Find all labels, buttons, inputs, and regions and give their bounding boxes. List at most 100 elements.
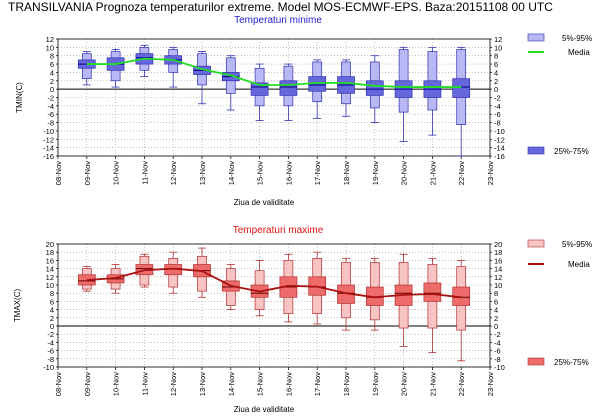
chart1-ytick-left: -2 [47, 94, 54, 103]
chart1-ytick-left: -10 [43, 127, 54, 136]
chart2-ytick-left: 12 [46, 273, 54, 282]
chart1-xtick-label: 21-Nov [428, 161, 437, 185]
chart1-box-group [193, 51, 211, 105]
chart2-box-group [365, 257, 384, 331]
chart2-xtick-label: 12-Nov [169, 372, 178, 396]
chart1-ytick-right: -12 [494, 135, 505, 144]
chart1-ytick-right: 4 [494, 68, 498, 77]
chart1-box-group [337, 59, 355, 117]
chart1-ytick-right: -6 [494, 110, 501, 119]
chart1-ytick-left: -16 [43, 152, 54, 161]
chart1-ytick-left: 10 [46, 43, 54, 52]
chart1-xtick-label: 14-Nov [227, 161, 236, 185]
chart1-xtick-label: 09-Nov [83, 161, 92, 185]
chart2-legend-mean-label: Media [568, 260, 590, 269]
chart1-ytick-left: 6 [50, 60, 54, 69]
chart2-box-group [423, 257, 442, 354]
chart1-xtick-label: 15-Nov [256, 161, 265, 185]
chart1-ytick-left: -14 [43, 144, 54, 153]
chart1-xtick-label: 17-Nov [313, 161, 322, 185]
chart2-xtick-label: 15-Nov [256, 372, 265, 396]
chart2-ytick-right: 10 [494, 281, 502, 290]
chart2-ytick-right: -6 [494, 347, 501, 356]
chart1-legend-box-swatch [527, 146, 545, 155]
chart2-box-group [279, 253, 298, 323]
chart2-box-group [337, 257, 355, 331]
chart1-ytick-right: 12 [494, 35, 502, 44]
chart1-ytick-left: -8 [47, 119, 54, 128]
chart2-ytick-right: 14 [494, 265, 502, 274]
chart2-ytick-left: -10 [43, 363, 54, 372]
chart1-box-group [452, 46, 471, 157]
chart1-ytick-right: 6 [494, 60, 498, 69]
chart1-mean-line [86, 57, 462, 88]
chart1-iqr-box [452, 78, 471, 98]
chart2-legend-whisker-label: 5%-95% [562, 240, 592, 249]
chart2-ytick-left: 2 [50, 314, 54, 323]
chart2-ytick-right: -2 [494, 330, 501, 339]
chart1-ytick-right: -8 [494, 119, 501, 128]
chart2-ytick-left: 6 [50, 297, 54, 306]
chart1-xtick-label: 23-Nov [486, 161, 495, 185]
chart1-iqr-box [365, 80, 384, 96]
chart2-xtick-label: 20-Nov [400, 372, 409, 396]
chart2-ytick-right: 12 [494, 273, 502, 282]
chart2-ytick-left: 20 [46, 240, 54, 249]
chart2-box-group [394, 253, 413, 347]
chart1-ytick-right: -16 [494, 152, 505, 161]
chart1-y-axis-label: TMIN(C) [15, 82, 24, 113]
chart1-xtick-label: 22-Nov [457, 161, 466, 185]
chart2-mean-line [86, 267, 462, 299]
chart2-ytick-left: -8 [47, 355, 54, 364]
chart2-box-group [193, 247, 211, 298]
chart2-y-axis-label: TMAX(C) [13, 289, 22, 323]
chart2-ytick-right: 2 [494, 314, 498, 323]
chart2-xtick-label: 17-Nov [313, 372, 322, 396]
chart1-box-group [250, 63, 269, 121]
chart2-title: Temperaturi maxime [233, 225, 324, 236]
chart2-box-group [164, 251, 183, 294]
chart2-legend-box-label: 25%-75% [554, 358, 589, 367]
chart2-xtick-label: 23-Nov [486, 372, 495, 396]
chart2-ytick-right: 8 [494, 289, 498, 298]
chart1-box-group [279, 63, 298, 121]
chart2-xtick-label: 21-Nov [428, 372, 437, 396]
chart2-ytick-left: -4 [47, 338, 54, 347]
chart1-legend-whisker-label: 5%-95% [562, 34, 592, 43]
chart2-box-group [452, 259, 471, 362]
chart1-ytick-left: 2 [50, 77, 54, 86]
chart2-ytick-right: 18 [494, 248, 502, 257]
chart2-ytick-right: 4 [494, 306, 498, 315]
chart1-xtick-label: 19-Nov [371, 161, 380, 185]
chart2-ytick-left: 14 [46, 265, 54, 274]
chart2-ytick-left: 0 [50, 322, 54, 331]
chart1-plot-frame [57, 38, 491, 157]
chart2-legend-whisker-swatch [527, 239, 545, 248]
chart1-box-group [77, 51, 96, 86]
chart1-ytick-right: 8 [494, 52, 498, 61]
chart2-ytick-right: 16 [494, 256, 502, 265]
chart2-xtick-label: 11-Nov [140, 372, 149, 396]
chart2-xtick-label: 14-Nov [227, 372, 236, 396]
chart2-legend-box-swatch [527, 357, 545, 366]
chart2-ytick-left: 16 [46, 256, 54, 265]
chart1-box-group [164, 46, 183, 88]
chart1-ytick-right: 10 [494, 43, 502, 52]
chart2-xtick-label: 19-Nov [371, 372, 380, 396]
chart1-xtick-label: 16-Nov [284, 161, 293, 185]
chart2-iqr-box [423, 282, 442, 302]
chart2-ytick-left: -2 [47, 330, 54, 339]
chart2-ytick-right: 0 [494, 322, 498, 331]
chart2-ytick-right: -8 [494, 355, 501, 364]
chart1-ytick-right: -14 [494, 144, 505, 153]
main-title: TRANSILVANIA Prognoza temperaturilor ext… [8, 0, 553, 14]
chart2-xtick-label: 09-Nov [83, 372, 92, 396]
chart1-iqr-box [250, 82, 269, 96]
chart1-xtick-label: 10-Nov [112, 161, 121, 185]
chart1-legend-whisker-swatch [527, 33, 545, 42]
chart1-ytick-right: 2 [494, 77, 498, 86]
chart1-ytick-left: 4 [50, 68, 54, 77]
chart1-box-group [423, 46, 442, 136]
chart1-iqr-box [279, 80, 298, 96]
